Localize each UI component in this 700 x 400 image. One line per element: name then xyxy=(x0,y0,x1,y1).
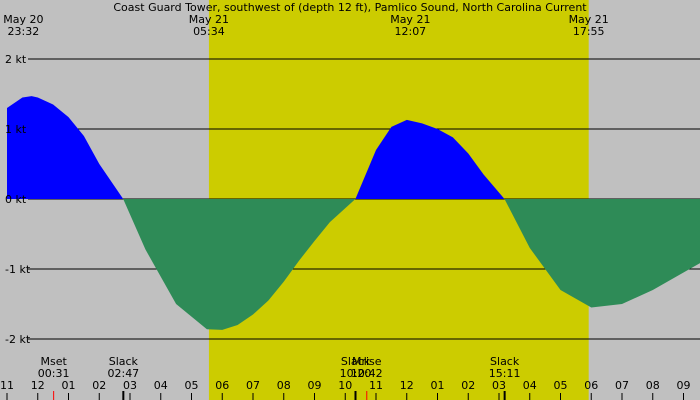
hour-tick-label: 03 xyxy=(492,379,506,392)
top-marker-time: 23:32 xyxy=(8,25,40,38)
event-label: Slack xyxy=(490,355,520,368)
y-tick-label: -1 kt xyxy=(5,263,31,276)
hour-tick-label: 11 xyxy=(369,379,383,392)
hour-tick-label: 01 xyxy=(62,379,76,392)
top-marker-time: 12:07 xyxy=(394,25,426,38)
event-label: Mrise xyxy=(352,355,382,368)
hour-tick-label: 06 xyxy=(584,379,598,392)
top-marker-time: 17:55 xyxy=(573,25,605,38)
y-tick-label: -2 kt xyxy=(5,333,31,346)
hour-tick-label: 11 xyxy=(0,379,14,392)
hour-tick-label: 07 xyxy=(615,379,629,392)
top-marker-date: May 21 xyxy=(189,13,229,26)
hour-tick-label: 12 xyxy=(31,379,45,392)
flood-area-2 xyxy=(355,119,505,199)
hour-tick-label: 12 xyxy=(400,379,414,392)
event-label: Slack xyxy=(109,355,139,368)
event-time: 10:42 xyxy=(351,367,383,380)
top-marker-date: May 21 xyxy=(390,13,430,26)
event-time: 00:31 xyxy=(38,367,70,380)
top-marker-date: May 20 xyxy=(3,13,43,26)
top-marker-date: May 21 xyxy=(569,13,609,26)
hour-tick-label: 04 xyxy=(523,379,537,392)
event-time: 15:11 xyxy=(489,367,521,380)
hour-tick-label: 02 xyxy=(92,379,106,392)
hour-tick-label: 08 xyxy=(277,379,291,392)
bottom-events: Mset00:31Slack02:47Slack10:20Mrise10:42S… xyxy=(38,355,521,400)
y-tick-label: 0 kt xyxy=(5,193,27,206)
hour-tick-label: 05 xyxy=(554,379,568,392)
hour-tick-label: 03 xyxy=(123,379,137,392)
hour-tick-label: 10 xyxy=(338,379,352,392)
hour-tick-label: 05 xyxy=(185,379,199,392)
event-time: 10:20 xyxy=(340,367,372,380)
event-label: Slack xyxy=(341,355,371,368)
current-areas xyxy=(7,96,700,330)
hour-ticks: 11 12 01 02 03 04 05 06 07 08 09 10 11 12 01 02 03 04 05 06… xyxy=(0,379,691,400)
y-tick-labels: 2 kt 1 kt 0 kt -1 kt -2 kt xyxy=(5,53,31,346)
hour-tick-label: 04 xyxy=(154,379,168,392)
hour-tick-label: 06 xyxy=(215,379,229,392)
hour-tick-label: 01 xyxy=(431,379,445,392)
ebb-area-1 xyxy=(123,199,356,330)
event-time: 02:47 xyxy=(107,367,139,380)
y-tick-label: 1 kt xyxy=(5,123,27,136)
chart-title: Coast Guard Tower, southwest of (depth 1… xyxy=(113,1,587,14)
hour-tick-label: 07 xyxy=(246,379,260,392)
hour-tick-label: 02 xyxy=(461,379,475,392)
hour-tick-label: 09 xyxy=(677,379,691,392)
hour-tick-label: 09 xyxy=(308,379,322,392)
hour-tick-label: 08 xyxy=(646,379,660,392)
top-marker-time: 05:34 xyxy=(193,25,225,38)
event-label: Mset xyxy=(40,355,67,368)
y-tick-label: 2 kt xyxy=(5,53,27,66)
flood-area-0 xyxy=(7,96,124,199)
ebb-area-3 xyxy=(504,199,700,308)
